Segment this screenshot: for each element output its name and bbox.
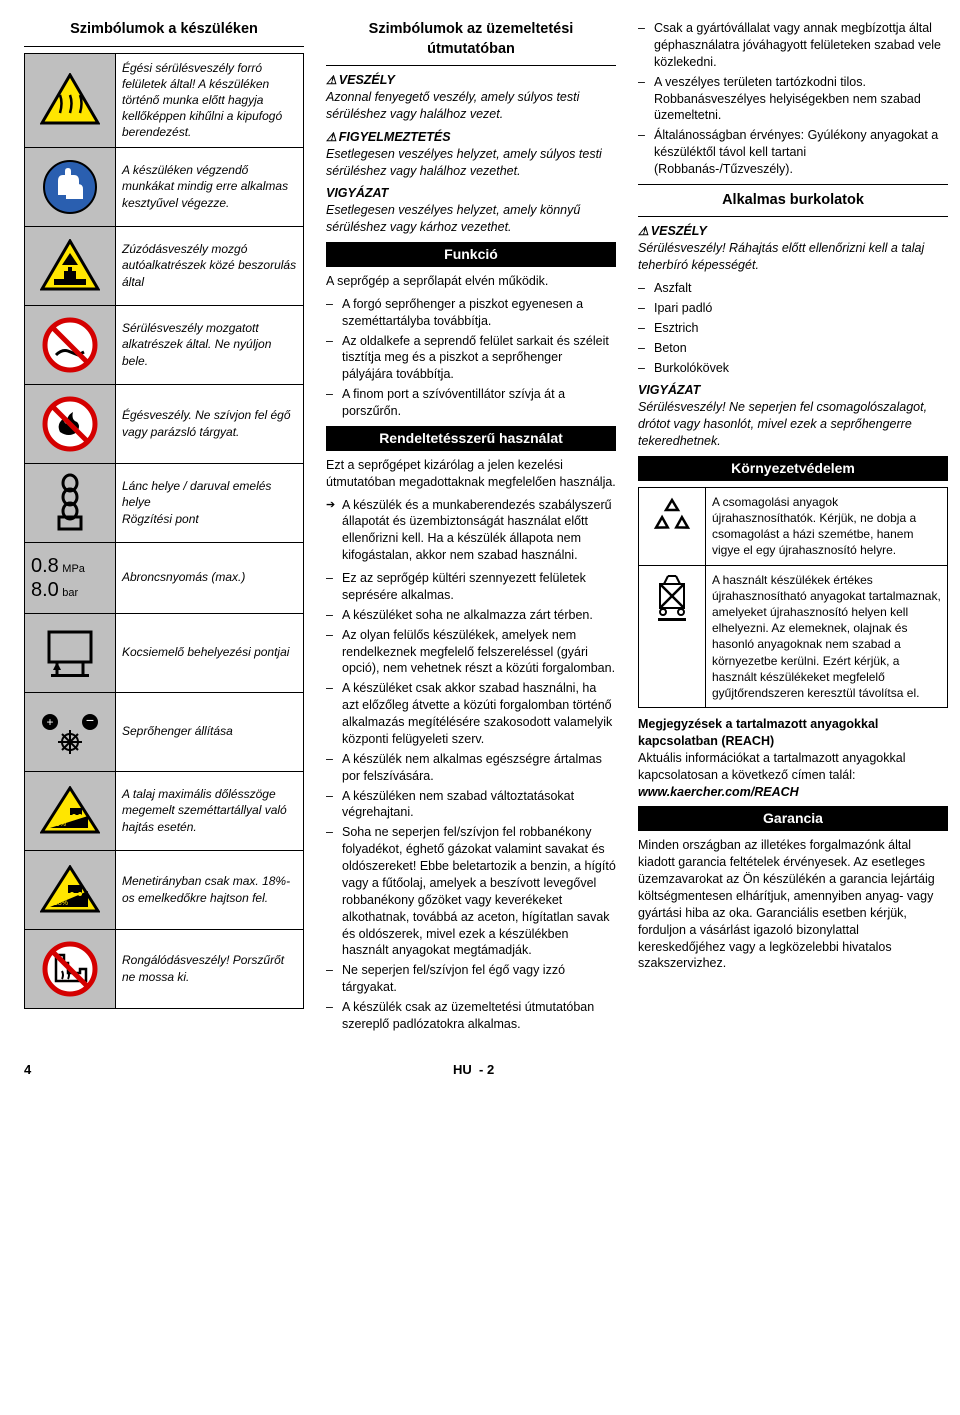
coverings-heading: Alkalmas burkolatok [638,191,948,211]
page-footer: 4 HU - 2 [24,1061,936,1079]
coverings-list: Aszfalt Ipari padló Esztrich Beton Burko… [638,280,948,376]
svg-text:9%: 9% [56,821,66,828]
list-item: Esztrich [638,320,948,337]
list-item: A készülék csak az üzemeltetési útmutató… [326,999,616,1033]
list-item: Beton [638,340,948,357]
list-item: A készüléket csak akkor szabad használni… [326,680,616,748]
use-arrow-list: A készülék és a munkaberendezés szabálys… [326,497,616,565]
symbol-text: Seprőhenger állítása [116,692,304,771]
hot-surface-icon [25,53,116,147]
no-wash-filter-icon [25,929,116,1008]
list-item: Ez az seprőgép kültéri szennyezett felül… [326,570,616,604]
recycling-icon [639,487,706,565]
footer-lang: HU [453,1062,472,1077]
symbol-text: Lánc helye / daruval emelés helye Rögzít… [116,463,304,542]
symbol-text: Abroncsnyomás (max.) [116,542,304,613]
symbols-on-device-heading: Szimbólumok a készüléken [24,20,304,40]
tire-pressure-icon: 0.8 MPa8.0 bar [25,542,116,613]
caution-label: VIGYÁZAT [326,186,388,200]
cov-caution-text: Sérülésveszély! Ne seperjen fel csomagol… [638,400,927,448]
list-item: Általánosságban érvényes: Gyúlékony anya… [638,127,948,178]
cov-danger-label: VESZÉLY [638,224,707,238]
list-item: Az olyan felülős készülékek, amelyek nem… [326,627,616,678]
list-item: A forgó seprőhenger a piszkot egyenesen … [326,296,616,330]
list-item: A készülék nem alkalmas egészségre ártal… [326,751,616,785]
cov-caution-label: VIGYÁZAT [638,383,700,397]
svg-text:+: + [46,715,53,729]
weee-icon [639,565,706,708]
list-item: Soha ne seperjen fel/szívjon fel robbané… [326,824,616,959]
roller-adjust-icon: + − [25,692,116,771]
danger-label: VESZÉLY [326,73,395,87]
caution-text: Esetlegesen veszélyes helyzet, amely kön… [326,203,580,234]
list-item: Aszfalt [638,280,948,297]
symbol-table: Égési sérülésveszély forró felületek ált… [24,53,304,1009]
symbol-text: A készüléken végzendő munkákat mindig er… [116,147,304,226]
env-text: A csomagolási anyagok újrahasznosíthatók… [706,487,948,565]
list-item: A finom port a szívóventillátor szívja á… [326,386,616,420]
no-burning-icon [25,384,116,463]
env-text: A használt készülékek értékes újrahaszno… [706,565,948,708]
intended-use-heading: Rendeltetésszerű használat [326,426,616,451]
column-right: Csak a gyártóvállalat vagy annak megbízo… [638,20,948,1039]
warn-text: Esetlegesen veszélyes helyzet, amely súl… [326,147,602,178]
gloves-icon [25,147,116,226]
symbol-text: Rongálódásveszély! Porszűrőt ne mossa ki… [116,929,304,1008]
warn-label: FIGYELMEZTETÉS [326,130,451,144]
list-item: A készüléket soha ne alkalmazza zárt tér… [326,607,616,624]
danger-text: Azonnal fenyegető veszély, amely súlyos … [326,90,579,121]
list-item: Csak a gyártóvállalat vagy annak megbízo… [638,20,948,71]
no-reach-icon [25,305,116,384]
list-item: A készüléken nem szabad változtatásokat … [326,788,616,822]
list-item: Ne seperjen fel/szívjon fel égő vagy izz… [326,962,616,996]
function-list: A forgó seprőhenger a piszkot egyenesen … [326,296,616,420]
reach-url: www.kaercher.com/REACH [638,785,799,799]
column-left: Szimbólumok a készüléken Égési sérülésve… [24,20,304,1039]
symbol-text: Zúzódásveszély mozgó autóalkatrészek köz… [116,226,304,305]
list-item: A veszélyes területen tartózkodni tilos.… [638,74,948,125]
symbol-text: Égésveszély. Ne szívjon fel égő vagy par… [116,384,304,463]
cov-danger-text: Sérülésveszély! Ráhajtás előtt ellenőriz… [638,241,924,272]
symbol-text: Sérülésveszély mozgatott alkatrészek ált… [116,305,304,384]
top-list: Csak a gyártóvállalat vagy annak megbízo… [638,20,948,178]
function-intro: A seprőgép a seprőlapát elvén működik. [326,273,616,290]
reach-text: Aktuális információkat a tartalmazott an… [638,751,906,782]
symbol-text: Kocsiemelő behelyezési pontjai [116,613,304,692]
manual-symbols-heading: Szimbólumok az üzemeltetési útmutatóban [326,20,616,59]
list-item: Ipari padló [638,300,948,317]
use-list: Ez az seprőgép kültéri szennyezett felül… [326,570,616,1033]
symbol-text: Menetirányban csak max. 18%-os emelkedők… [116,850,304,929]
reach-heading: Megjegyzések a tartalmazott anyagokkal k… [638,717,878,748]
svg-text:−: − [86,712,94,728]
warranty-heading: Garancia [638,806,948,831]
environment-heading: Környezetvédelem [638,456,948,481]
warranty-text: Minden országban az illetékes forgalmazó… [638,837,948,972]
list-item: Burkolókövek [638,360,948,377]
max-slope-raised-icon: 9% [25,771,116,850]
symbol-text: A talaj maximális dőlésszöge megemelt sz… [116,771,304,850]
function-heading: Funkció [326,242,616,267]
chain-anchor-icon [25,463,116,542]
use-intro: Ezt a seprőgépet kizárólag a jelen kezel… [326,457,616,491]
svg-text:18%: 18% [54,900,68,907]
list-item: A készülék és a munkaberendezés szabálys… [326,497,616,565]
list-item: Az oldalkefe a seprendő felület sarkait … [326,333,616,384]
column-middle: Szimbólumok az üzemeltetési útmutatóban … [326,20,616,1039]
footer-page: - 2 [479,1062,494,1077]
env-table: A csomagolási anyagok újrahasznosíthatók… [638,487,948,708]
footer-left: 4 [24,1061,31,1079]
max-slope-icon: 18% [25,850,116,929]
jack-point-icon [25,613,116,692]
symbol-text: Égési sérülésveszély forró felületek ált… [116,53,304,147]
crushing-hazard-icon [25,226,116,305]
